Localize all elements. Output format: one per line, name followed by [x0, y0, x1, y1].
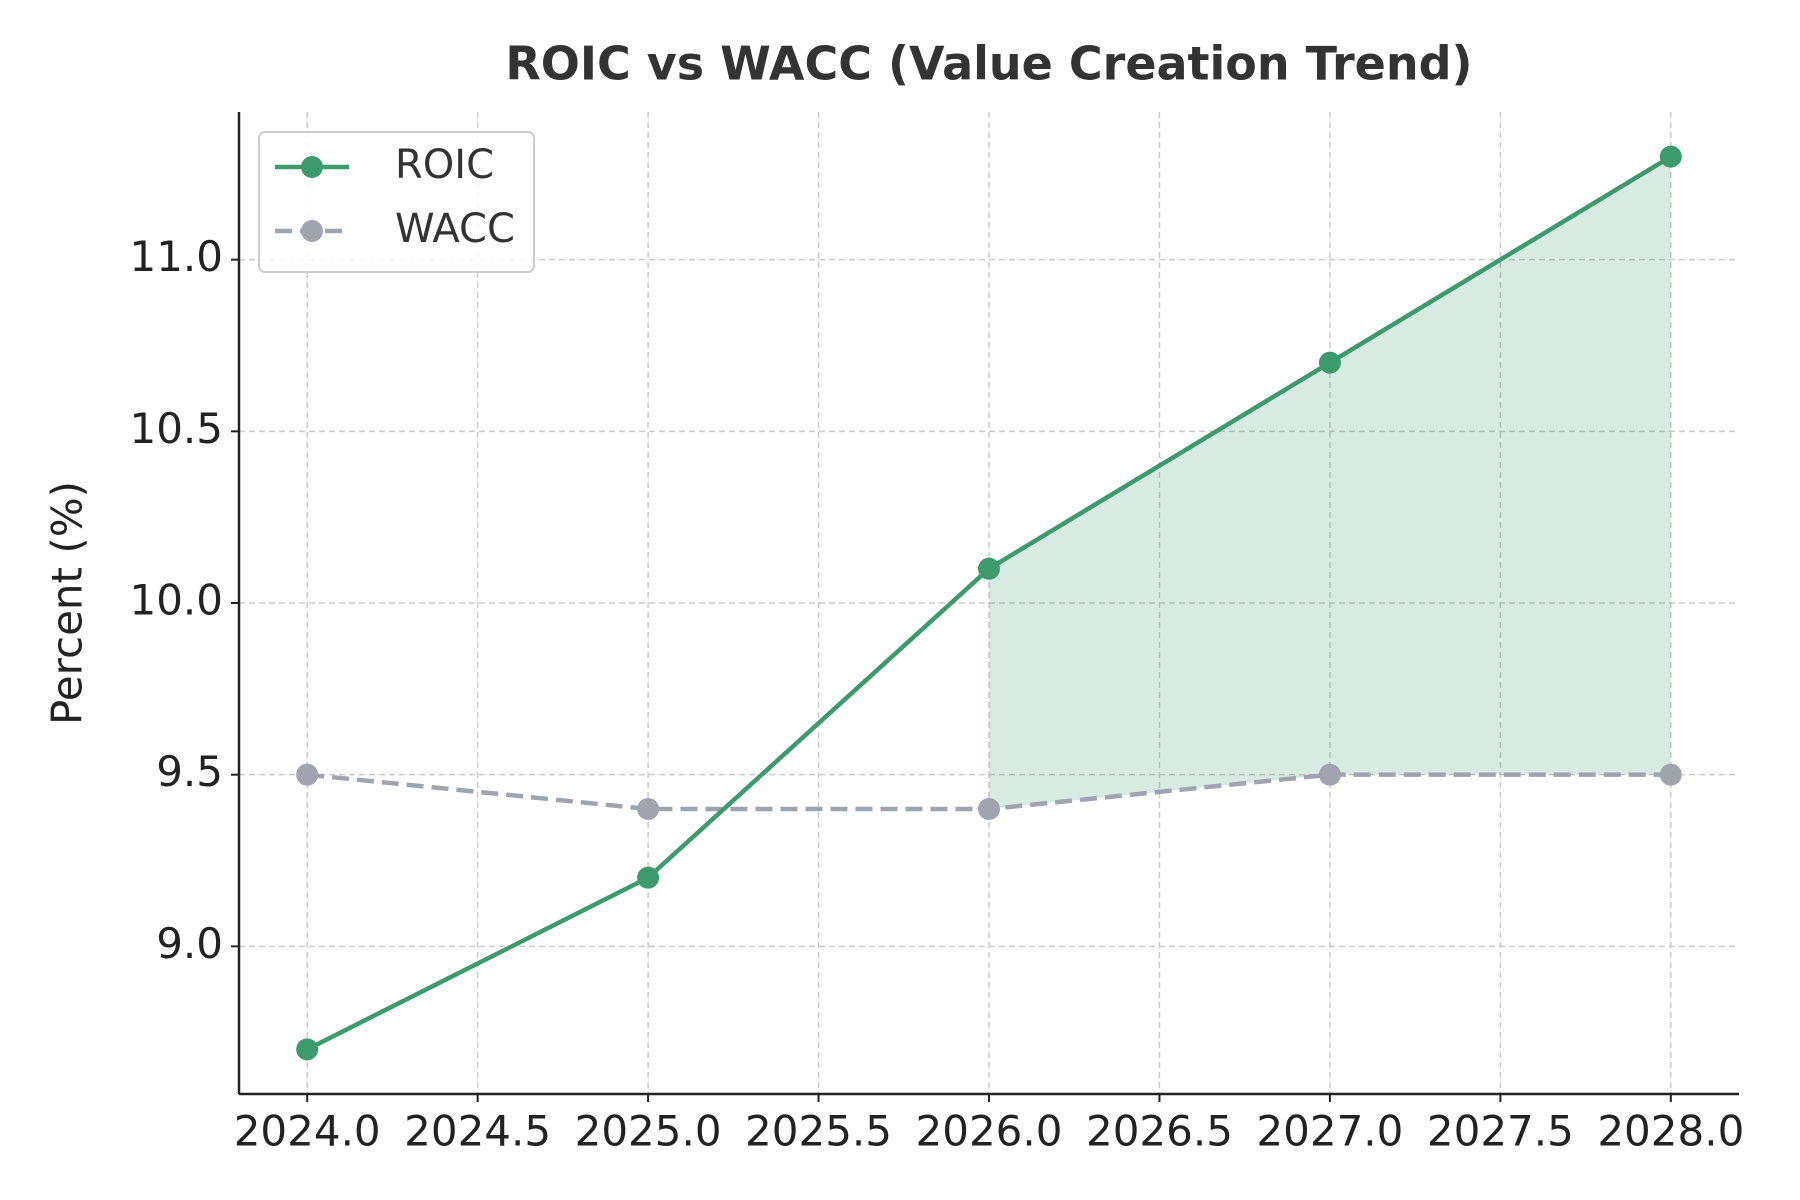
- y-axis-label: Percent (%): [43, 481, 92, 725]
- value-creation-area: [989, 156, 1671, 810]
- legend-marker: [301, 220, 323, 242]
- legend-label: WACC: [395, 206, 515, 252]
- data-point: [637, 866, 660, 889]
- chart-title: ROIC vs WACC (Value Creation Trend): [505, 37, 1472, 91]
- y-tick-label: 11.0: [129, 232, 223, 281]
- x-tick-label: 2025.0: [575, 1107, 722, 1156]
- x-tick-label: 2024.0: [234, 1107, 381, 1156]
- y-tick-label: 9.5: [156, 747, 223, 796]
- x-tick-label: 2026.0: [916, 1107, 1063, 1156]
- data-point: [296, 1038, 319, 1061]
- y-tick-label: 10.5: [129, 404, 223, 453]
- x-tick-label: 2028.0: [1597, 1107, 1744, 1156]
- x-tick-label: 2024.5: [404, 1107, 551, 1156]
- x-tick-label: 2027.5: [1427, 1107, 1574, 1156]
- data-point: [637, 798, 660, 821]
- legend-label: ROIC: [395, 142, 494, 188]
- legend-marker: [301, 156, 323, 178]
- x-tick-label: 2027.0: [1256, 1107, 1403, 1156]
- legend: ROIC WACC: [258, 131, 535, 273]
- y-tick-label: 10.0: [129, 576, 223, 625]
- data-point: [1318, 763, 1341, 786]
- data-point: [296, 763, 319, 786]
- x-tick-label: 2025.5: [745, 1107, 892, 1156]
- data-point: [1659, 145, 1682, 168]
- data-point: [1318, 351, 1341, 374]
- data-point: [978, 557, 1000, 580]
- y-tick-label: 9.0: [156, 919, 223, 968]
- x-tick-label: 2026.5: [1086, 1107, 1233, 1156]
- data-point: [1659, 763, 1682, 786]
- data-point: [978, 798, 1000, 821]
